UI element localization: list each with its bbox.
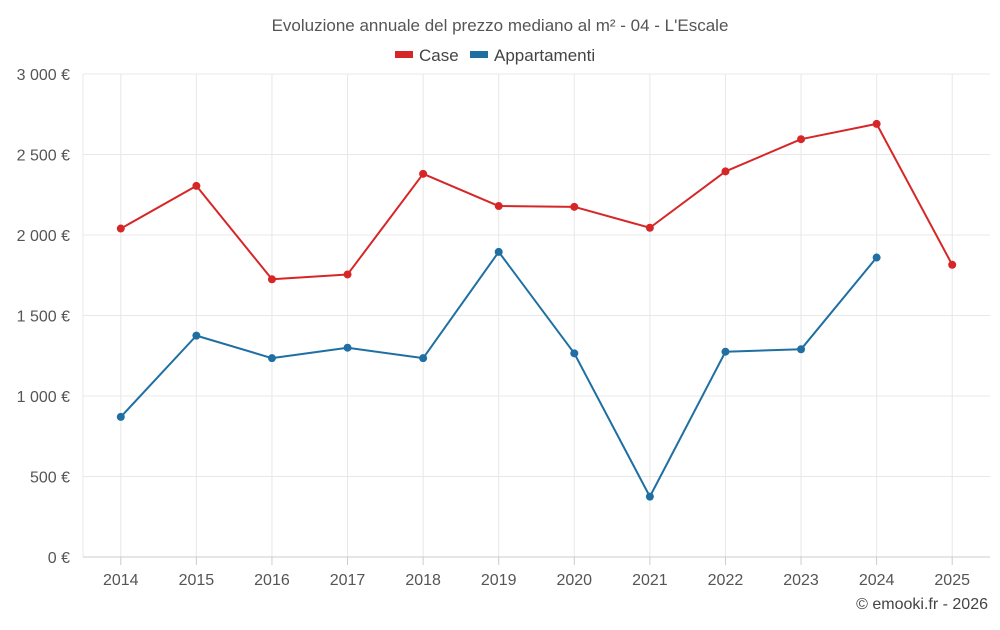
legend-swatch-appartamenti <box>470 51 488 58</box>
x-tick-label: 2025 <box>934 572 970 589</box>
data-point-case[interactable] <box>797 135 806 144</box>
y-tick-label: 500 € <box>30 470 70 487</box>
data-point-appartamenti[interactable] <box>267 354 276 363</box>
data-point-case[interactable] <box>721 167 730 176</box>
x-tick-label: 2021 <box>632 572 668 589</box>
x-tick-label: 2017 <box>330 572 366 589</box>
data-point-case[interactable] <box>419 169 428 178</box>
series-case <box>116 119 957 284</box>
y-tick-label: 2 000 € <box>17 228 70 245</box>
x-tick-label: 2024 <box>859 572 895 589</box>
data-point-appartamenti[interactable] <box>797 345 806 354</box>
y-tick-label: 1 500 € <box>17 309 70 326</box>
y-tick-label: 3 000 € <box>17 67 70 84</box>
data-point-case[interactable] <box>948 260 957 269</box>
data-point-appartamenti[interactable] <box>343 343 352 352</box>
credit-text: © emooki.fr - 2026 <box>856 596 988 613</box>
data-point-appartamenti[interactable] <box>116 412 125 421</box>
axes: 0 € 500 € 1 000 € 1 500 € 2 000 € 2 500 € 3 00… <box>17 67 990 589</box>
y-tick-label: 1 000 € <box>17 389 70 406</box>
data-point-case[interactable] <box>192 181 201 190</box>
chart-title: Evoluzione annuale del prezzo mediano al… <box>272 16 729 35</box>
series-appartamenti <box>116 247 881 501</box>
x-tick-label: 2015 <box>179 572 215 589</box>
data-point-appartamenti[interactable] <box>645 492 654 501</box>
x-tick-label: 2022 <box>708 572 744 589</box>
x-tick-label: 2016 <box>254 572 290 589</box>
x-tick-label: 2020 <box>556 572 592 589</box>
series <box>116 119 957 501</box>
data-point-appartamenti[interactable] <box>570 349 579 358</box>
data-point-appartamenti[interactable] <box>872 253 881 262</box>
data-point-case[interactable] <box>267 275 276 284</box>
legend-label-appartamenti[interactable]: Appartamenti <box>494 46 595 65</box>
data-point-appartamenti[interactable] <box>192 331 201 340</box>
data-point-case[interactable] <box>116 224 125 233</box>
legend-label-case[interactable]: Case <box>419 46 459 65</box>
data-point-appartamenti[interactable] <box>721 347 730 356</box>
data-point-appartamenti[interactable] <box>494 247 503 256</box>
x-tick-label: 2018 <box>405 572 441 589</box>
y-tick-label: 2 500 € <box>17 148 70 165</box>
series-line-case <box>120 122 954 281</box>
data-point-case[interactable] <box>570 202 579 211</box>
grid <box>82 73 990 557</box>
legend: Case Appartamenti <box>395 46 595 65</box>
legend-swatch-case <box>395 51 413 58</box>
y-tick-label: 0 € <box>48 550 70 567</box>
x-tick-label: 2023 <box>783 572 819 589</box>
x-tick-label: 2019 <box>481 572 517 589</box>
x-tick-label: 2014 <box>103 572 139 589</box>
data-point-case[interactable] <box>872 119 881 128</box>
data-point-case[interactable] <box>343 270 352 279</box>
data-point-appartamenti[interactable] <box>419 354 428 363</box>
data-point-case[interactable] <box>645 223 654 232</box>
data-point-case[interactable] <box>494 202 503 211</box>
